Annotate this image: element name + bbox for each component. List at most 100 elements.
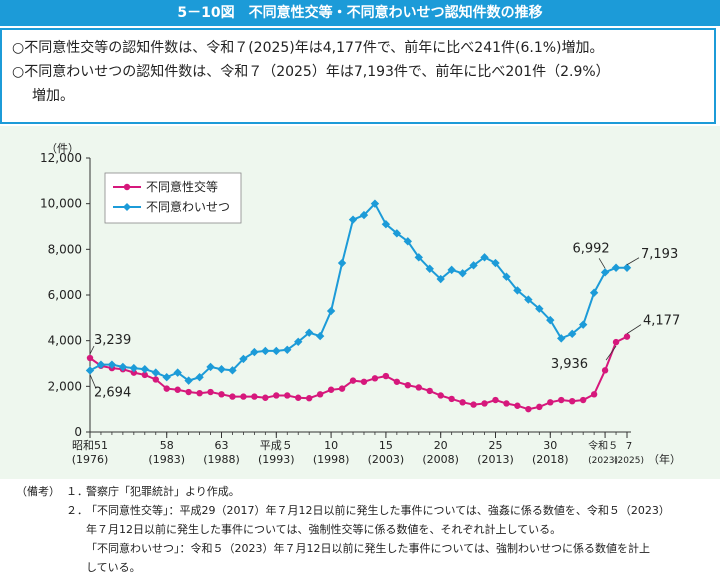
series-1-point [547, 399, 554, 406]
x-tick-label-era: 昭和51 [72, 439, 108, 452]
data-label-leader [598, 258, 606, 269]
series-1-point [141, 371, 148, 379]
series-2-point [304, 328, 314, 337]
x-tick-label-year: (2003) [368, 453, 405, 466]
series-2-point [294, 337, 303, 347]
series-2-point [151, 368, 160, 377]
x-tick-label-year: (2018) [532, 453, 569, 466]
series-2-point [250, 347, 259, 357]
series-2-point [85, 366, 95, 375]
series-1-point [404, 381, 412, 389]
data-label-leader [605, 345, 617, 361]
series-2-point [480, 253, 489, 262]
series-1-point [327, 386, 335, 393]
note-2-line-3: 「不同意わいせつ」：令和５（2023）年７月12日以前に発生した事件については、… [86, 542, 650, 555]
x-tick-label-era: 平成５ [260, 439, 293, 452]
series-2-point [513, 286, 522, 295]
x-axis-unit: （年） [648, 452, 681, 466]
series-1-point [273, 392, 280, 399]
series-1-point [612, 338, 620, 346]
series-1-point [316, 391, 324, 398]
series-1-point [174, 386, 181, 393]
series-1-point [338, 385, 346, 392]
summary-box: ○不同意性交等の認知件数は、令和７(2025)年は4,177件で、前年に比べ24… [0, 28, 716, 124]
series-1-point [163, 385, 170, 392]
x-tick-label-year: (1988) [203, 453, 240, 466]
y-axis-unit: （件） [46, 142, 79, 155]
series-1-point [382, 372, 390, 380]
x-tick-label-era: 15 [379, 439, 393, 452]
data-label-leader [89, 345, 95, 355]
series-2-point [184, 376, 193, 385]
series-2-point [315, 331, 325, 341]
note-2-line-2: 年７月12日以前に発生した事件については、強制性交等に係る数値を、それぞれ計上し… [86, 523, 562, 536]
data-label-leader [626, 324, 642, 334]
series-2-point [546, 315, 555, 325]
data-label: 4,177 [643, 314, 680, 329]
series-1-point [360, 378, 368, 385]
note-2-line-1: 「不同意性交等」：平成29（2017）年７月12日以前に発生した事件については、… [86, 504, 670, 517]
legend-marker-2 [123, 203, 131, 211]
series-1-point [601, 367, 609, 374]
series-1-point [349, 377, 357, 384]
note-2-line-4: している。 [86, 561, 141, 574]
series-2-point [217, 365, 226, 374]
chart-area: （件） 0 2,000 4,000 6,000 8,000 10,000 12,000 昭和51… [0, 126, 720, 479]
legend-label-2: 不同意わいせつ [146, 199, 230, 214]
series-1-point [152, 376, 159, 383]
series-2-point [140, 365, 149, 374]
series-1-point [240, 393, 247, 400]
y-tick-label: 8,000 [48, 242, 82, 256]
x-tick-label-year: (1976) [72, 453, 109, 466]
x-tick-label-era: 30 [543, 439, 557, 452]
data-label: 6,992 [572, 241, 609, 256]
series-2-point [381, 220, 391, 229]
series-line-2 [89, 202, 627, 382]
series-1-point [415, 384, 422, 391]
series-2-point [622, 263, 632, 272]
series-1-point [196, 389, 203, 397]
x-tick-label-era: 63 [215, 439, 229, 452]
summary-line-3: 増加。 [32, 88, 74, 104]
series-1-point [590, 391, 598, 398]
y-tick-label: 0 [74, 425, 82, 439]
series-1-point [305, 395, 313, 402]
note-1-text: 警察庁「犯罪統計」より作成。 [86, 485, 240, 498]
y-tick-label: 4,000 [48, 334, 82, 348]
data-label-leader [89, 374, 97, 389]
series-1-point [492, 396, 499, 404]
series-2-point [469, 261, 478, 270]
series-1-point [284, 392, 291, 399]
series-1-point [448, 395, 455, 403]
series-2-point [589, 288, 599, 297]
note-1-number: １． [66, 485, 88, 498]
series-1-point [569, 397, 576, 405]
y-tick-label: 12,000 [40, 151, 82, 165]
series-2-point [414, 253, 423, 262]
notes: （備考） １． 警察庁「犯罪統計」より作成。 ２． 「不同意性交等」：平成29（… [0, 482, 720, 577]
series-2-point [162, 373, 171, 382]
series-1-point [623, 333, 631, 340]
series-1-point [536, 403, 543, 411]
series-2-point [326, 306, 336, 316]
series-2-point [600, 268, 610, 277]
series-2-point [348, 215, 358, 224]
series-1-point [371, 375, 379, 382]
series-line-1 [89, 335, 628, 411]
note-2-number: ２． [66, 504, 88, 517]
x-tick-label-year: (1998) [313, 453, 350, 466]
series-1-point [437, 392, 444, 399]
series-2-point [535, 304, 544, 313]
series-2-point [458, 269, 467, 278]
x-tick-label-era: 20 [434, 439, 448, 452]
x-tick-label-year: (2025) [614, 456, 644, 466]
legend-label-1: 不同意性交等 [146, 179, 218, 194]
legend-marker-1 [123, 183, 131, 191]
x-tick-label-year: (2008) [422, 453, 459, 466]
series-1-point [229, 393, 236, 400]
x-tick-label-era: 令和５ [588, 439, 618, 452]
y-tick-label: 2,000 [48, 379, 82, 393]
data-label: 3,239 [94, 333, 131, 348]
series-2-point [524, 295, 533, 304]
data-label: 3,936 [551, 357, 588, 372]
